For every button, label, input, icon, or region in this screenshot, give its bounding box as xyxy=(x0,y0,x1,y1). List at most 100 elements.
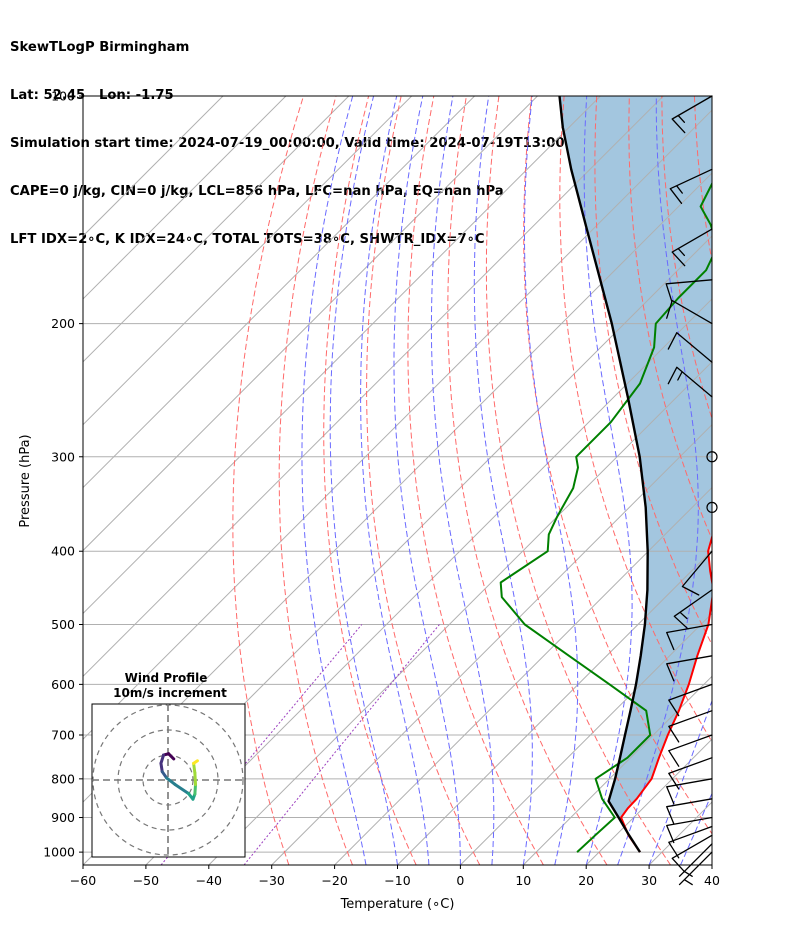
dry-adiabat-line xyxy=(760,96,794,865)
moist-adiabat-line xyxy=(329,96,398,865)
x-tick-label: 10 xyxy=(515,873,531,888)
x-tick-label: 40 xyxy=(704,873,720,888)
isotherm-line xyxy=(460,612,712,865)
wind-barb xyxy=(681,550,713,596)
isotherm-line xyxy=(522,675,712,865)
moist-adiabat-line xyxy=(301,96,367,865)
dry-adiabat-line xyxy=(278,96,353,865)
wind-barb xyxy=(666,778,713,805)
hodograph-segment xyxy=(193,771,198,786)
wind-barb xyxy=(666,655,713,682)
wind-profile-inset: Wind Profile 10m/s increment xyxy=(91,671,246,858)
isotherm-line xyxy=(83,96,413,426)
x-tick-label: 20 xyxy=(578,873,594,888)
x-tick-label: 30 xyxy=(641,873,657,888)
wind-barb xyxy=(668,757,713,790)
x-tick-label: −20 xyxy=(321,873,347,888)
wind-barb xyxy=(668,710,713,743)
temperature-profile xyxy=(620,533,712,853)
axis-ticks: −60 −50 −40 −30 −20 −10 0 10 20 30 40 1000 900 800 700… xyxy=(43,89,720,889)
dry-adiabat-line xyxy=(407,96,544,865)
wind-barb xyxy=(667,366,713,398)
isotherm-line xyxy=(271,423,712,865)
dry-adiabat-line xyxy=(559,96,712,743)
chart-header: SkewTLogP Birmingham Lat: 52.45 Lon: -1.… xyxy=(10,8,612,264)
x-tick-label: −50 xyxy=(133,873,159,888)
isotherm-line xyxy=(83,96,224,237)
isotherm-line xyxy=(83,96,664,678)
isotherm-line xyxy=(83,96,350,363)
inset-title: Wind Profile xyxy=(125,671,208,685)
moist-adiabat-line xyxy=(711,863,712,865)
dewpoint-profile xyxy=(499,181,712,853)
wind-barb xyxy=(678,851,713,886)
moist-adiabat-line xyxy=(393,96,461,865)
y-tick-label: 700 xyxy=(51,727,75,742)
parcel-profile xyxy=(558,96,649,853)
isotherm-line xyxy=(83,96,287,300)
x-tick-label: −10 xyxy=(384,873,410,888)
dry-adiabat-line xyxy=(447,96,608,865)
wind-barb xyxy=(668,825,713,859)
x-axis-label: Temperature (∘C) xyxy=(340,897,455,912)
moist-adiabat-line xyxy=(360,96,430,865)
hodograph-segment xyxy=(193,782,198,796)
y-tick-label: 1000 xyxy=(43,845,75,860)
dry-adiabat-line xyxy=(366,96,481,865)
isotherm-line xyxy=(83,96,538,552)
isotherm-line xyxy=(83,96,475,489)
isotherm-line xyxy=(83,109,712,740)
isotherm-line xyxy=(83,96,601,615)
wind-barb xyxy=(666,623,713,651)
y-tick-label: 500 xyxy=(51,617,75,632)
wind-barb xyxy=(667,332,713,363)
y-tick-label: 300 xyxy=(51,449,75,464)
wind-barb xyxy=(671,228,713,267)
moist-adiabat-line xyxy=(617,96,699,865)
x-tick-label: −30 xyxy=(259,873,285,888)
isotherm-line xyxy=(711,864,712,865)
isotherm-line xyxy=(334,486,712,865)
x-tick-label: −60 xyxy=(70,873,96,888)
wind-barb xyxy=(673,589,713,630)
y-axis-label: Pressure (hPa) xyxy=(18,434,33,527)
dry-adiabat-line xyxy=(232,96,304,865)
isotherm-line xyxy=(145,298,712,865)
hodograph-plot xyxy=(92,704,245,857)
hodograph-segment xyxy=(173,782,190,795)
hodograph-segment xyxy=(192,761,197,775)
y-tick-label: 600 xyxy=(51,677,75,692)
dry-adiabat-line xyxy=(323,96,417,865)
wind-barb xyxy=(671,95,713,134)
dry-adiabat-line xyxy=(661,96,712,421)
isotherm-line xyxy=(397,549,712,865)
y-tick-label: 200 xyxy=(51,316,75,331)
dry-adiabat-line xyxy=(727,96,794,865)
x-tick-label: −40 xyxy=(196,873,222,888)
y-tick-label: 400 xyxy=(51,544,75,559)
wind-barb xyxy=(668,734,713,767)
wind-barb xyxy=(666,299,713,325)
moist-adiabat-line xyxy=(648,699,712,865)
y-tick-label: 900 xyxy=(51,810,75,825)
moist-adiabat-line xyxy=(430,96,495,865)
moist-adiabat-line xyxy=(680,792,712,865)
moist-adiabat-line xyxy=(524,96,579,865)
moist-adiabat-line xyxy=(473,96,533,865)
chart-title: SkewTLogP Birmingham xyxy=(10,40,190,55)
wind-barb xyxy=(669,168,713,204)
y-tick-label: 800 xyxy=(51,771,75,786)
hodograph-segment xyxy=(192,759,199,765)
y-tick-label: 100 xyxy=(51,89,75,104)
hodograph-segment xyxy=(165,776,177,786)
moist-adiabat-line xyxy=(583,96,633,865)
wind-barb xyxy=(666,798,713,825)
cape-line: CAPE=0 j/kg, CIN=0 j/kg, LCL=856 hPa, LF… xyxy=(10,184,504,199)
inset-subtitle: 10m/s increment xyxy=(113,686,227,700)
x-tick-label: 0 xyxy=(456,873,464,888)
dry-adiabat-line xyxy=(628,96,712,541)
wind-barb xyxy=(665,279,713,303)
wind-barb xyxy=(668,683,713,717)
wind-barb xyxy=(671,834,713,873)
